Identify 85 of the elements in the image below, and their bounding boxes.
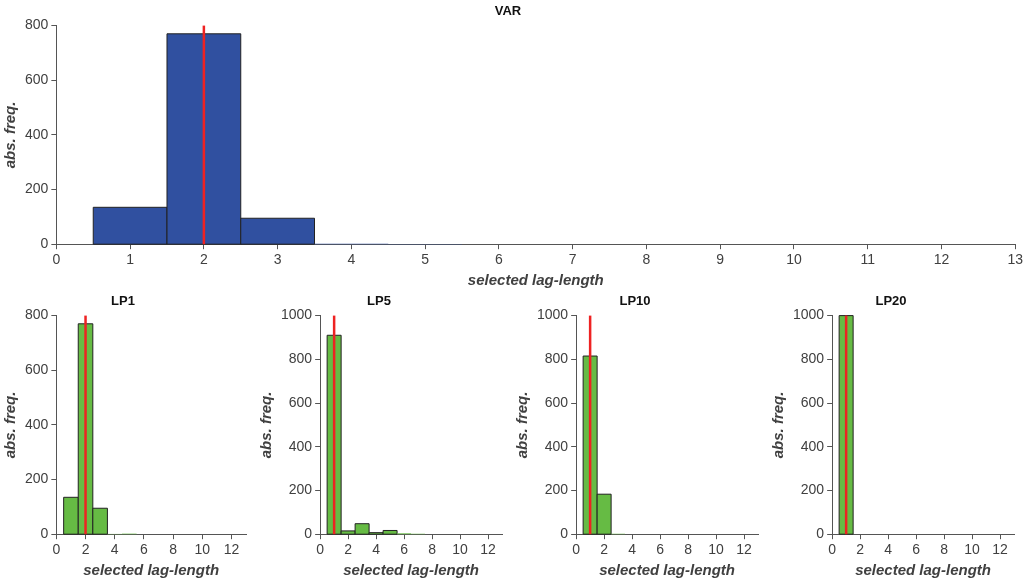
y-tick-label: 400 [25, 415, 49, 432]
x-tick-label: 13 [1007, 251, 1024, 268]
y-tick-label: 200 [25, 180, 49, 197]
x-tick-label: 0 [52, 251, 61, 268]
x-tick-label: 10 [786, 251, 802, 268]
x-tick-label: 0 [828, 541, 837, 558]
chart-title: LP10 [619, 293, 651, 309]
y-tick-label: 600 [25, 71, 49, 88]
x-tick-label: 9 [716, 251, 725, 268]
x-tick-label: 6 [495, 251, 504, 268]
x-tick-label: 2 [199, 251, 208, 268]
y-tick-label: 1000 [280, 306, 313, 323]
x-axis-title: selected lag-length [855, 561, 992, 579]
x-tick-label: 4 [884, 541, 893, 558]
y-tick-label: 400 [288, 437, 313, 454]
y-tick-label: 600 [288, 393, 313, 410]
x-tick-label: 0 [572, 541, 581, 558]
x-tick-label: 12 [992, 541, 1009, 558]
y-axis-title: abs. freq. [769, 391, 787, 459]
x-tick-label: 3 [273, 251, 282, 268]
y-tick-label: 400 [800, 437, 825, 454]
x-tick-label: 4 [347, 251, 356, 268]
x-tick-label: 6 [656, 541, 665, 558]
x-tick-label: 5 [421, 251, 430, 268]
x-tick-label: 4 [372, 541, 381, 558]
x-tick-label: 4 [628, 541, 637, 558]
y-tick-label: 200 [800, 481, 825, 498]
y-tick-label: 800 [25, 16, 49, 33]
y-axis-title: abs. freq. [1, 391, 19, 459]
y-tick-label: 800 [800, 350, 825, 367]
chart-title: LP20 [875, 293, 907, 309]
chart-title: LP5 [367, 293, 391, 309]
y-tick-label: 800 [288, 350, 313, 367]
x-tick-label: 12 [933, 251, 950, 268]
x-tick-label: 1 [126, 251, 135, 268]
y-axis-title: abs. freq. [257, 391, 275, 459]
x-tick-label: 6 [912, 541, 921, 558]
x-tick-label: 8 [940, 541, 949, 558]
y-tick-label: 0 [560, 525, 569, 542]
y-axis-title: abs. freq. [513, 391, 531, 459]
y-axis-title: abs. freq. [1, 101, 19, 169]
y-tick-label: 0 [40, 235, 49, 252]
x-axis-title: selected lag-length [467, 271, 604, 289]
x-tick-label: 10 [964, 541, 981, 558]
chart-title: LP1 [111, 293, 135, 309]
y-tick-label: 200 [288, 481, 313, 498]
y-tick-label: 0 [816, 525, 825, 542]
y-tick-label: 400 [25, 125, 49, 142]
x-tick-label: 10 [452, 541, 469, 558]
y-tick-label: 800 [544, 350, 569, 367]
y-tick-label: 400 [544, 437, 569, 454]
x-axis-title: selected lag-length [83, 561, 220, 579]
x-tick-label: 0 [316, 541, 325, 558]
x-tick-label: 10 [708, 541, 725, 558]
x-tick-label: 11 [860, 251, 876, 268]
x-axis-title: selected lag-length [343, 561, 480, 579]
x-tick-label: 10 [194, 541, 211, 558]
y-tick-label: 1000 [792, 306, 825, 323]
x-tick-label: 6 [400, 541, 409, 558]
y-tick-label: 0 [40, 525, 49, 542]
x-tick-label: 8 [684, 541, 693, 558]
x-tick-label: 4 [110, 541, 119, 558]
x-tick-label: 12 [736, 541, 753, 558]
x-tick-label: 12 [480, 541, 497, 558]
y-tick-label: 800 [25, 306, 49, 323]
x-tick-label: 2 [344, 541, 353, 558]
y-tick-label: 1000 [536, 306, 569, 323]
x-tick-label: 0 [52, 541, 61, 558]
x-tick-label: 6 [139, 541, 148, 558]
y-tick-label: 600 [800, 393, 825, 410]
x-tick-label: 2 [81, 541, 90, 558]
x-tick-label: 8 [642, 251, 651, 268]
y-tick-label: 600 [25, 361, 49, 378]
x-tick-label: 2 [856, 541, 865, 558]
x-tick-label: 8 [169, 541, 178, 558]
y-tick-label: 600 [544, 393, 569, 410]
x-tick-label: 12 [223, 541, 240, 558]
y-tick-label: 200 [25, 470, 49, 487]
y-tick-label: 0 [304, 525, 313, 542]
x-tick-label: 8 [428, 541, 437, 558]
x-axis-title: selected lag-length [599, 561, 736, 579]
chart-title: VAR [494, 3, 522, 19]
y-tick-label: 200 [544, 481, 569, 498]
x-tick-label: 7 [568, 251, 577, 268]
x-tick-label: 2 [600, 541, 609, 558]
